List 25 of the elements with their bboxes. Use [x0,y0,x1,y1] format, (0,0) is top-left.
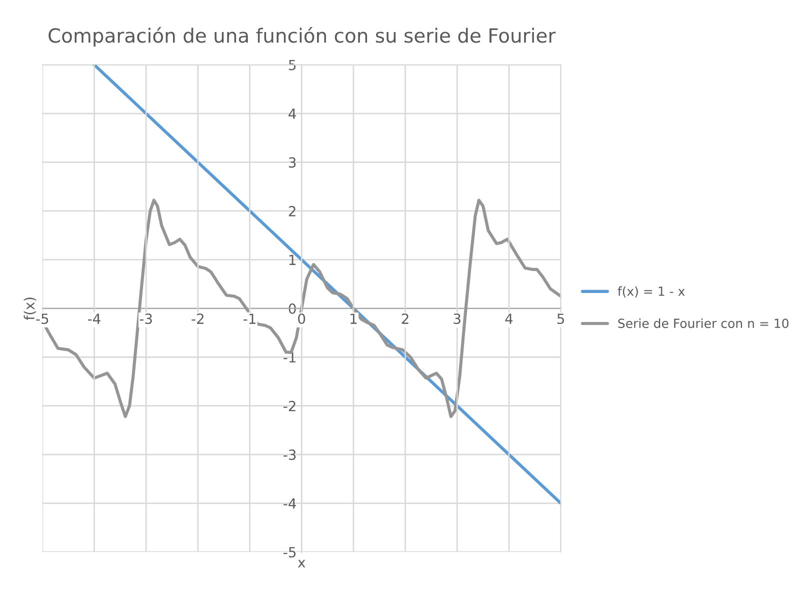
x-tick-label: -5 [36,314,48,324]
y-tick-label: -2 [284,400,296,412]
y-tick-label: 1 [289,254,296,265]
x-tick-label: 5 [557,314,564,324]
x-tick-label: 3 [454,314,460,324]
y-tick-label: 3 [288,157,296,168]
x-axis-title: x [298,560,306,568]
x-tick-label: -4 [88,314,100,324]
y-tick-label: 5 [288,60,296,70]
y-tick-label: 2 [288,206,296,216]
chart-title: Comparación de una función con su serie de Fourier [48,27,556,47]
y-tick-label: -5 [284,547,296,558]
legend-label: Serie de Fourier con n = 10 [618,318,788,328]
y-tick-label: -4 [284,498,296,509]
x-tick-label: 0 [298,314,306,324]
y-tick-label: -3 [284,450,296,460]
x-tick-label: -3 [140,314,152,324]
legend-label: f(x) = 1 - x [618,286,685,298]
y-tick-label: 4 [288,108,296,119]
x-tick-label: -1 [244,314,256,324]
x-tick-label: 2 [402,314,408,324]
y-axis-title: f(x) [24,298,36,320]
x-tick-label: 1 [350,314,357,324]
x-tick-label: -2 [192,314,204,324]
x-tick-label: 4 [505,314,513,324]
